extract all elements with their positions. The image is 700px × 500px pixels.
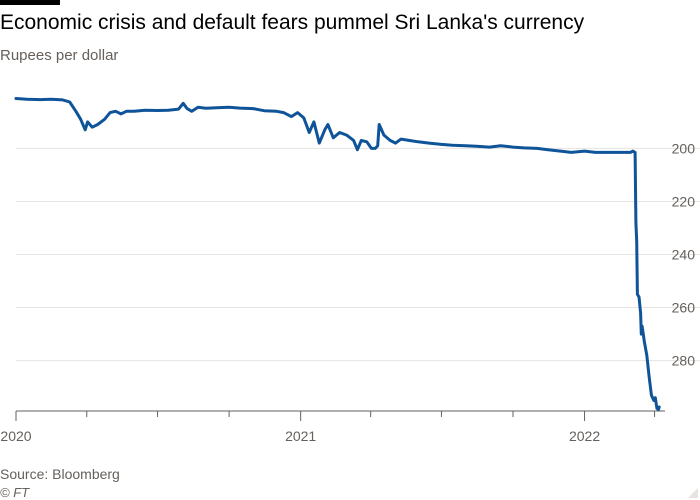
chart-title: Economic crisis and default fears pummel… bbox=[0, 11, 585, 34]
x-tick-label-2021: 2021 bbox=[285, 428, 316, 444]
copyright-note: © FT bbox=[0, 485, 30, 500]
y-axis: 200 220 240 260 280 bbox=[672, 140, 696, 368]
ft-top-bar bbox=[0, 0, 60, 5]
series-line-rupees-per-dollar bbox=[14, 97, 661, 412]
y-tick-label-220: 220 bbox=[672, 193, 696, 209]
y-tick-label-260: 260 bbox=[672, 300, 696, 316]
source-note: Source: Bloomberg bbox=[0, 466, 120, 482]
gridlines bbox=[16, 147, 700, 362]
y-tick-label-200: 200 bbox=[672, 140, 696, 156]
x-tick-label-2020: 2020 bbox=[0, 428, 31, 444]
corner-fold-decoration bbox=[688, 488, 698, 498]
y-tick-label-240: 240 bbox=[672, 247, 696, 263]
chart-subtitle: Rupees per dollar bbox=[0, 47, 119, 64]
y-tick-label-280: 280 bbox=[672, 353, 696, 369]
x-axis: 2020 2021 2022 bbox=[0, 410, 665, 444]
x-tick-label-2022: 2022 bbox=[569, 428, 600, 444]
